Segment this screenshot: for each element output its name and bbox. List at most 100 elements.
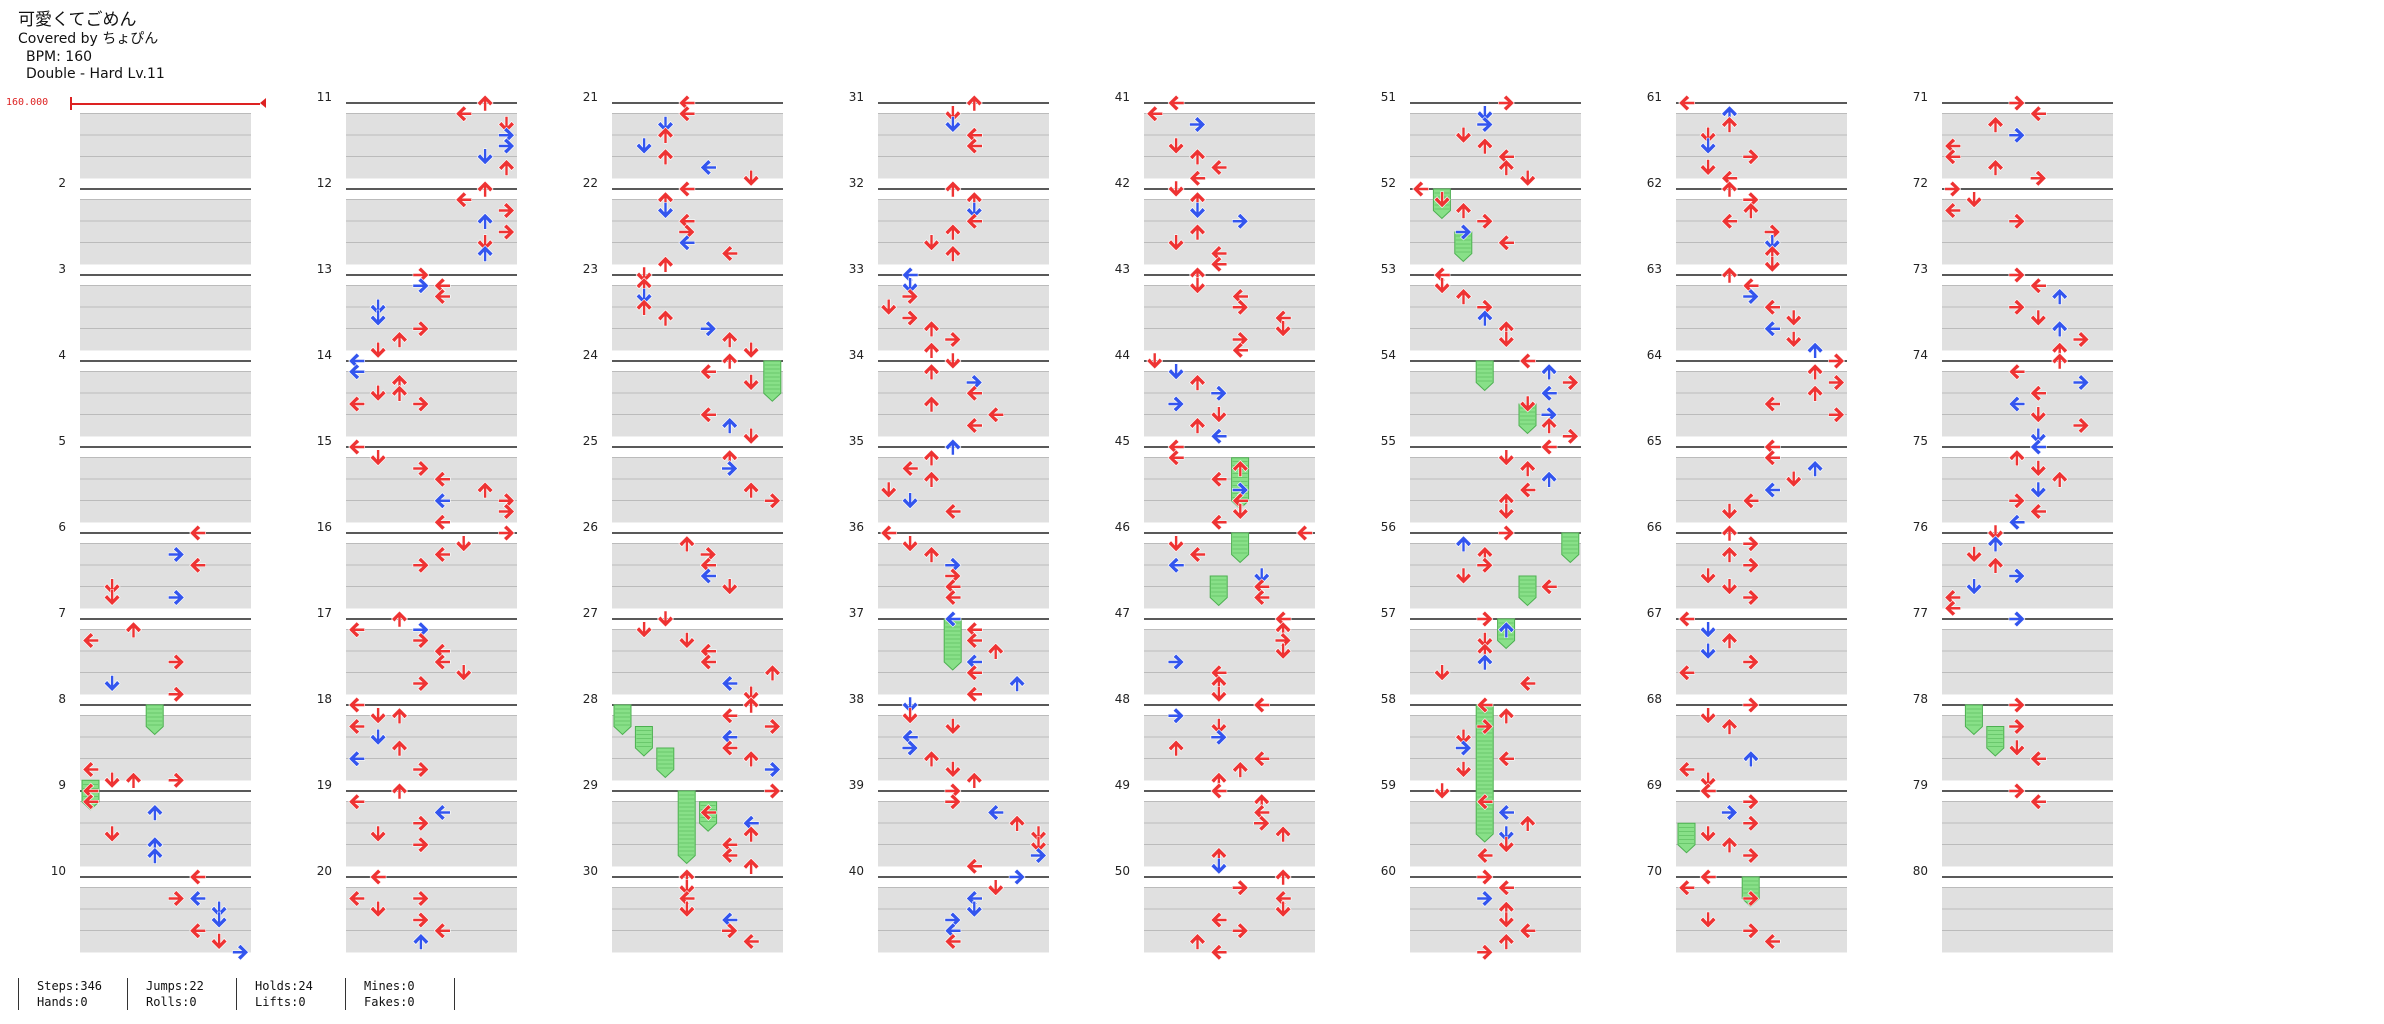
step-arrow	[1497, 879, 1515, 897]
beat-band	[612, 844, 783, 867]
measure-number: 14	[317, 348, 332, 362]
step-arrow	[1030, 836, 1047, 854]
step-arrow	[965, 94, 983, 112]
beat-band	[878, 672, 1049, 695]
step-arrow	[764, 664, 781, 682]
beat-band	[80, 844, 251, 867]
measure-number: 18	[317, 692, 332, 706]
beat-band	[878, 371, 1049, 394]
beat-band	[1410, 221, 1581, 243]
beat-band	[1410, 500, 1581, 523]
beat-band	[1144, 371, 1315, 394]
step-arrow	[455, 535, 473, 553]
beat-band	[1942, 285, 2113, 308]
step-arrow	[1742, 148, 1760, 166]
step-arrow	[433, 470, 451, 488]
beat-band	[1410, 393, 1581, 415]
step-arrow	[944, 610, 962, 628]
step-arrow	[189, 556, 206, 574]
step-arrow	[168, 589, 185, 606]
step-arrow	[1232, 298, 1249, 316]
step-arrow	[1455, 567, 1472, 585]
step-arrow	[2051, 288, 2069, 305]
beat-band	[346, 414, 517, 437]
beat-band	[1144, 651, 1315, 673]
step-arrow	[944, 331, 962, 348]
step-arrow	[2008, 363, 2026, 381]
beat-band	[346, 629, 517, 652]
step-arrow	[412, 761, 430, 778]
step-arrow	[1189, 223, 1206, 241]
beat-band	[80, 887, 251, 910]
step-arrow	[476, 148, 494, 166]
beat-band	[1144, 328, 1315, 351]
step-arrow	[210, 900, 228, 918]
step-arrow	[1965, 578, 1983, 596]
step-arrow	[1497, 707, 1515, 725]
step-arrow	[1253, 814, 1271, 832]
step-arrow	[2008, 718, 2026, 735]
measure-number: 7	[58, 606, 66, 620]
beat-band	[1144, 715, 1315, 738]
beat-band	[1942, 565, 2113, 587]
beat-band	[346, 844, 517, 867]
beat-band	[612, 221, 783, 243]
beat-band	[878, 393, 1049, 415]
step-arrow	[1497, 159, 1515, 176]
stats-col-mines: Mines:0 Fakes:0	[346, 978, 455, 1010]
step-arrow	[2051, 352, 2069, 370]
measure-number: 54	[1381, 348, 1396, 362]
measure-number: 71	[1913, 90, 1928, 104]
step-arrow	[699, 804, 717, 821]
step-arrow	[1253, 589, 1270, 606]
step-arrow	[1742, 492, 1760, 510]
step-arrow	[742, 825, 760, 843]
step-arrow	[1274, 825, 1292, 843]
step-arrow	[1455, 728, 1472, 746]
step-arrow	[1742, 202, 1760, 219]
beat-band	[1942, 758, 2113, 781]
measure-number: 63	[1647, 262, 1662, 276]
beat-band	[1144, 113, 1315, 136]
beat-band	[878, 156, 1049, 179]
step-arrow	[1497, 836, 1515, 854]
step-arrow	[1455, 761, 1472, 778]
measure-number: 48	[1115, 692, 1130, 706]
step-arrow	[1519, 675, 1536, 692]
step-arrow	[764, 782, 781, 800]
step-arrow	[391, 707, 408, 725]
step-arrow	[369, 309, 387, 327]
beat-band	[612, 887, 783, 910]
measure-number: 79	[1913, 778, 1928, 792]
step-arrow	[412, 395, 430, 413]
step-arrow	[965, 664, 983, 682]
step-arrow	[923, 234, 940, 252]
step-arrow	[944, 503, 962, 520]
beat-band	[1410, 801, 1581, 824]
hold-note	[1561, 532, 1580, 564]
beat-band	[612, 414, 783, 437]
beat-band	[1144, 457, 1315, 480]
measure-number: 74	[1913, 348, 1928, 362]
step-arrow	[678, 632, 696, 649]
step-arrow	[1167, 556, 1185, 574]
lifts-count: Lifts:0	[255, 995, 306, 1009]
step-arrow	[944, 761, 962, 778]
measure-number: 58	[1381, 692, 1396, 706]
step-arrow	[742, 374, 760, 391]
beat-band	[612, 672, 783, 695]
beat-band	[878, 242, 1049, 265]
step-arrow	[2072, 331, 2090, 348]
step-arrow	[699, 159, 717, 176]
beat-band	[346, 565, 517, 587]
beat-band	[346, 737, 517, 759]
beat-band	[878, 586, 1049, 609]
measure-number: 40	[849, 864, 864, 878]
beat-band	[612, 199, 783, 222]
beat-band	[878, 844, 1049, 867]
beat-band	[1144, 758, 1315, 781]
step-arrow	[901, 460, 919, 477]
beat-band	[80, 285, 251, 308]
beat-band	[1410, 715, 1581, 738]
